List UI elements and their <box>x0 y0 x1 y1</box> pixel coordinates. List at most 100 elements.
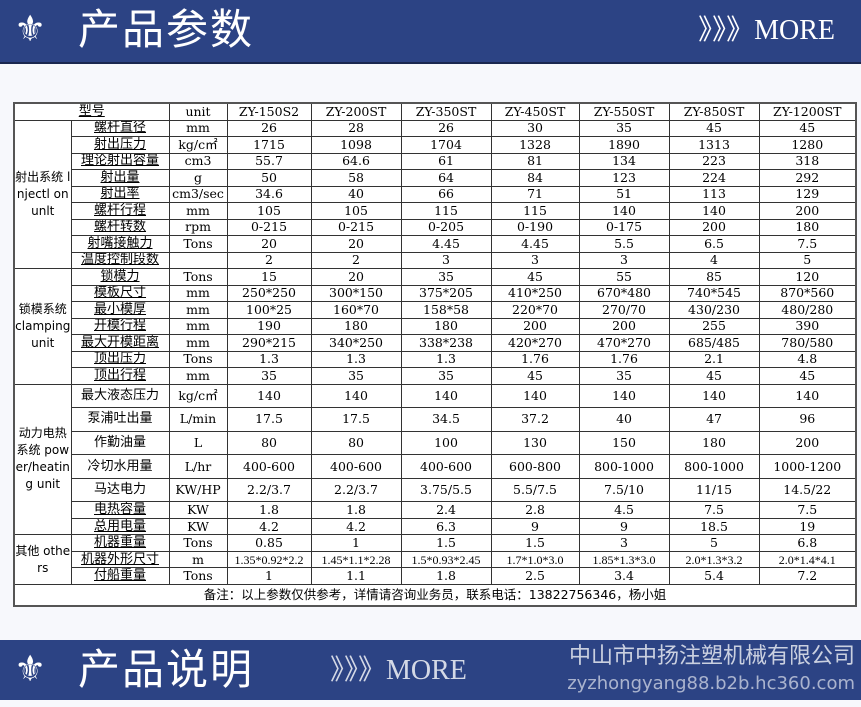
param-name: 螺杆转数 <box>70 218 170 236</box>
value-cell: 140 <box>400 383 492 409</box>
value-cell: 338*238 <box>400 334 492 352</box>
value-cell: 400-600 <box>310 454 402 479</box>
value-cell: 160*70 <box>310 301 402 319</box>
param-unit: KW/HP <box>168 477 228 503</box>
value-cell: 30 <box>490 119 580 137</box>
table-row: 马达电力 KW/HP 2.2/3.7 2.2/3.7 3.75/5.5 5.5/7.5 7.… <box>14 477 857 503</box>
value-cell: 1715 <box>226 136 312 154</box>
table-row: 开模行程 mm 190 180 180 200 200 255 390 <box>14 317 857 335</box>
value-cell: 130 <box>490 430 580 456</box>
value-cell: 410*250 <box>490 284 580 302</box>
value-cell: 270/70 <box>578 301 670 319</box>
table-row: 作勤油量 L 80 80 100 130 150 180 200 <box>14 430 857 456</box>
table-row: 射出系统 lnjectl onunlt 螺杆直径 mm 26 28 26 30 35 45 45 <box>13 119 857 269</box>
value-cell: 1.45*1.1*2.28 <box>310 550 402 569</box>
section-title-parameters: 产品参数 <box>78 5 255 54</box>
value-cell: 7.5/10 <box>578 477 670 503</box>
value-cell: 1.3 <box>226 350 312 368</box>
value-cell: 15 <box>226 268 312 286</box>
value-cell: 4.45 <box>490 235 580 253</box>
param-name: 马达电力 <box>70 477 170 503</box>
value-cell: 420*270 <box>490 334 580 352</box>
value-cell: 4.2 <box>226 517 312 536</box>
value-cell: 64.6 <box>310 152 402 170</box>
value-cell: 51 <box>578 185 670 203</box>
value-cell: 1098 <box>310 136 402 154</box>
table-row: 顶出压力 Tons 1.3 1.3 1.3 1.76 1.76 2.1 4.8 <box>14 350 857 368</box>
value-cell: 1.35*0.92*2.2 <box>226 550 312 569</box>
watermark-url: zyzhongyang88.b2b.hc360.com <box>567 673 855 694</box>
value-cell: 134 <box>578 152 670 170</box>
value-cell: 480/280 <box>758 301 857 319</box>
param-unit: mm <box>168 284 228 302</box>
value-cell: 71 <box>490 185 580 203</box>
value-cell: 45 <box>490 268 580 286</box>
value-cell: 1.3 <box>310 350 402 368</box>
value-cell: 430/230 <box>668 301 760 319</box>
value-cell: 600-800 <box>490 454 580 479</box>
value-cell: 7.2 <box>758 567 857 585</box>
more-link[interactable]: 》》》MORE <box>698 15 835 46</box>
table-row: 射出量 g 50 58 64 84 123 224 292 <box>14 169 857 187</box>
value-cell: 35 <box>578 367 670 385</box>
value-cell: 670*480 <box>578 284 670 302</box>
param-unit: KW <box>168 501 228 519</box>
param-unit: Tons <box>168 534 228 552</box>
param-name: 电热容量 <box>70 501 170 519</box>
value-cell: 200 <box>758 430 857 456</box>
param-unit: mm <box>168 317 228 335</box>
param-unit: KW <box>168 517 228 536</box>
value-cell: 85 <box>668 268 760 286</box>
group-label: 射出系统 lnjectl onunlt <box>13 119 72 269</box>
value-cell: 35 <box>400 367 492 385</box>
value-cell: 375*205 <box>400 284 492 302</box>
table-row: 射出率 cm3/sec 34.6 40 66 71 51 113 129 <box>14 185 857 203</box>
value-cell: 17.5 <box>310 407 402 432</box>
table-row: 温度控制段数 2 2 3 3 3 4 5 <box>14 251 857 269</box>
table-row: 顶出行程 mm 35 35 35 45 35 45 45 <box>14 367 857 385</box>
value-cell: 400-600 <box>226 454 312 479</box>
param-name: 总用电量 <box>70 517 170 536</box>
value-cell: 1.8 <box>226 501 312 519</box>
value-cell: 250*250 <box>226 284 312 302</box>
group-label: 动力电热系统 power/heating unit <box>13 383 72 536</box>
value-cell: 780/580 <box>758 334 857 352</box>
value-cell: 2.8 <box>490 501 580 519</box>
value-cell: 55 <box>578 268 670 286</box>
value-cell: 129 <box>758 185 857 203</box>
value-cell: 4.8 <box>758 350 857 368</box>
param-name: 理论射出容量 <box>70 152 170 170</box>
value-cell: 37.2 <box>490 407 580 432</box>
value-cell: 45 <box>490 367 580 385</box>
value-cell: 66 <box>400 185 492 203</box>
value-cell: 5 <box>668 534 760 552</box>
value-cell: 3 <box>578 251 670 269</box>
param-unit: mm <box>168 119 228 137</box>
table-row: 付船重量 Tons 1 1.1 1.8 2.5 3.4 5.4 7.2 <box>14 567 857 585</box>
param-name: 开模行程 <box>70 317 170 335</box>
param-name: 射出率 <box>70 185 170 203</box>
value-cell: 1704 <box>400 136 492 154</box>
value-cell: 1.76 <box>490 350 580 368</box>
value-cell: 47 <box>668 407 760 432</box>
note-row: 备注：以上参数仅供参考，详情请咨询业务员，联系电话：13822756346，杨小… <box>13 583 857 607</box>
value-cell: 223 <box>668 152 760 170</box>
note-text: 备注：以上参数仅供参考，详情请咨询业务员，联系电话：13822756346，杨小… <box>13 583 857 607</box>
value-cell: 220*70 <box>490 301 580 319</box>
param-unit: g <box>168 169 228 187</box>
value-cell: 40 <box>578 407 670 432</box>
value-cell: 1000-1200 <box>758 454 857 479</box>
value-cell: 1.3 <box>400 350 492 368</box>
param-unit: mm <box>168 202 228 220</box>
value-cell: 3 <box>400 251 492 269</box>
value-cell: 3.75/5.5 <box>400 477 492 503</box>
value-cell: 45 <box>668 119 760 137</box>
param-unit <box>168 251 228 269</box>
param-unit: Tons <box>168 567 228 585</box>
value-cell: 224 <box>668 169 760 187</box>
more-link[interactable]: 》》》MORE <box>330 655 467 686</box>
value-cell: 2.0*1.4*4.1 <box>758 550 857 569</box>
value-cell: 1.8 <box>310 501 402 519</box>
value-cell: 18.5 <box>668 517 760 536</box>
value-cell: 1328 <box>490 136 580 154</box>
